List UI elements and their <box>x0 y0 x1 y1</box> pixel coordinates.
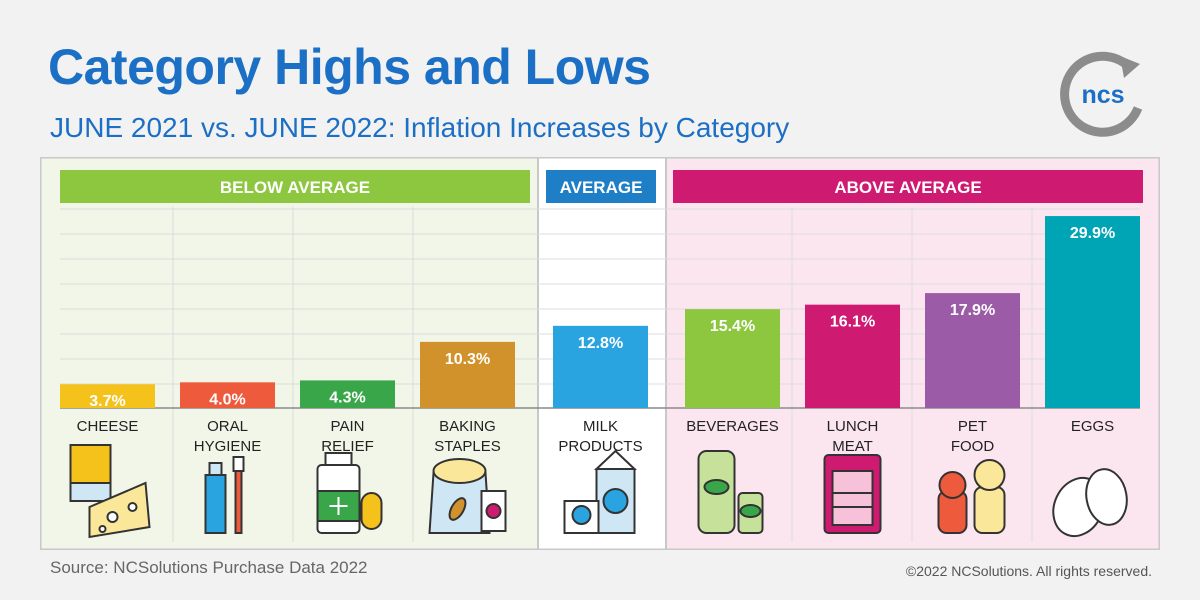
banner-above-average <box>673 170 1143 203</box>
medicine-bottle-icon <box>316 452 383 534</box>
banner-average <box>546 170 656 203</box>
bar <box>60 384 155 408</box>
beverage-bottle-icon <box>697 450 764 534</box>
bar-value-label: 29.9% <box>1070 225 1115 242</box>
page-subtitle: JUNE 2021 vs. JUNE 2022: Inflation Incre… <box>50 112 790 143</box>
category-label: PRODUCTS <box>558 438 642 455</box>
bar <box>925 293 1020 408</box>
category-label: MEAT <box>832 438 873 455</box>
milk-carton-icon <box>563 449 638 534</box>
category-label: BAKING <box>439 418 496 435</box>
category-label: BEVERAGES <box>686 418 779 435</box>
bar <box>300 380 395 408</box>
eggs-icon <box>1052 468 1128 538</box>
flour-bag-icon <box>428 458 507 534</box>
bar <box>553 325 648 408</box>
category-label: MILK <box>583 418 618 435</box>
bar-value-label: 17.9% <box>950 302 995 319</box>
logo-text: ncs <box>1081 81 1124 109</box>
cat-dog-icon <box>937 459 1006 534</box>
banner-label-below-average: BELOW AVERAGE <box>220 178 370 197</box>
category-label: ORAL <box>207 418 248 435</box>
bar-value-label: 16.1% <box>830 314 875 331</box>
toothpaste-icon <box>204 456 245 534</box>
category-label: LUNCH <box>827 418 879 435</box>
cheese-icon <box>69 444 151 539</box>
category-label: FOOD <box>951 438 994 455</box>
bar <box>420 341 515 408</box>
lunch-meat-icon <box>823 454 882 534</box>
banner-below-average <box>60 170 530 203</box>
page-title: Category Highs and Lows <box>48 39 651 95</box>
bar-value-label: 15.4% <box>710 318 755 335</box>
source-note: Source: NCSolutions Purchase Data 2022 <box>50 558 368 577</box>
category-label: RELIEF <box>321 438 374 455</box>
ncs-logo: ncs <box>1060 51 1143 137</box>
category-label: STAPLES <box>434 438 500 455</box>
bar <box>805 304 900 408</box>
banner-label-average: AVERAGE <box>560 178 643 197</box>
bar-value-label: 10.3% <box>445 351 490 368</box>
bar-value-label: 3.7% <box>89 393 125 410</box>
bar-value-label: 12.8% <box>578 335 623 352</box>
category-label: HYGIENE <box>194 438 262 455</box>
copyright-note: ©2022 NCSolutions. All rights reserved. <box>905 563 1152 579</box>
banner-label-above-average: ABOVE AVERAGE <box>834 178 981 197</box>
bar <box>685 309 780 408</box>
inflation-bar-chart: BELOW AVERAGE AVERAGE ABOVE AVERAGE 3.7% CH… <box>40 157 1160 550</box>
bar <box>1045 216 1140 408</box>
category-label: PAIN <box>331 418 365 435</box>
bar-value-label: 4.3% <box>329 389 365 406</box>
category-label: PET <box>958 418 987 435</box>
category-label: CHEESE <box>77 418 139 435</box>
category-label: EGGS <box>1071 418 1114 435</box>
bar <box>180 382 275 408</box>
bar-value-label: 4.0% <box>209 391 245 408</box>
chart-frame <box>40 157 1160 550</box>
